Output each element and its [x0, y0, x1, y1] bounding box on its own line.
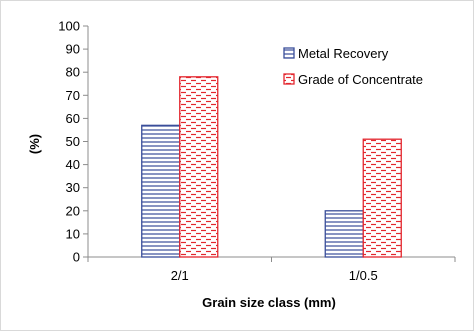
x-tick-label: 1/0.5 [349, 268, 378, 283]
x-tick-label: 2/1 [171, 268, 189, 283]
y-axis-title: (%) [27, 134, 42, 154]
y-tick-label: 20 [66, 203, 80, 218]
y-tick-label: 100 [58, 19, 80, 34]
y-axis: 0 10 20 30 40 50 60 70 80 90 100 [58, 19, 89, 265]
bar-metal-recovery-1-0-5 [324, 210, 364, 258]
legend: Metal Recovery Grade of Concentrate [283, 46, 423, 87]
y-tick-label: 70 [66, 88, 80, 103]
y-tick-label: 90 [66, 42, 80, 57]
legend-label: Metal Recovery [298, 46, 389, 61]
bar-grade-of-concentrate-2-1 [179, 76, 219, 258]
y-tick-label: 40 [66, 157, 80, 172]
y-tick-label: 0 [73, 250, 80, 265]
bars [141, 76, 402, 258]
y-tick-label: 60 [66, 111, 80, 126]
legend-label: Grade of Concentrate [298, 72, 423, 87]
y-tick-label: 30 [66, 180, 80, 195]
bar-metal-recovery-2-1 [141, 124, 181, 258]
legend-swatch [283, 47, 295, 59]
x-axis-title: Grain size class (mm) [202, 295, 336, 310]
legend-swatch [283, 73, 295, 85]
y-tick-label: 50 [66, 134, 80, 149]
y-tick-label: 10 [66, 226, 80, 241]
y-tick-label: 80 [66, 65, 80, 80]
bar-grade-of-concentrate-1-0-5 [362, 138, 402, 258]
x-axis: 2/1 1/0.5 [87, 256, 456, 283]
